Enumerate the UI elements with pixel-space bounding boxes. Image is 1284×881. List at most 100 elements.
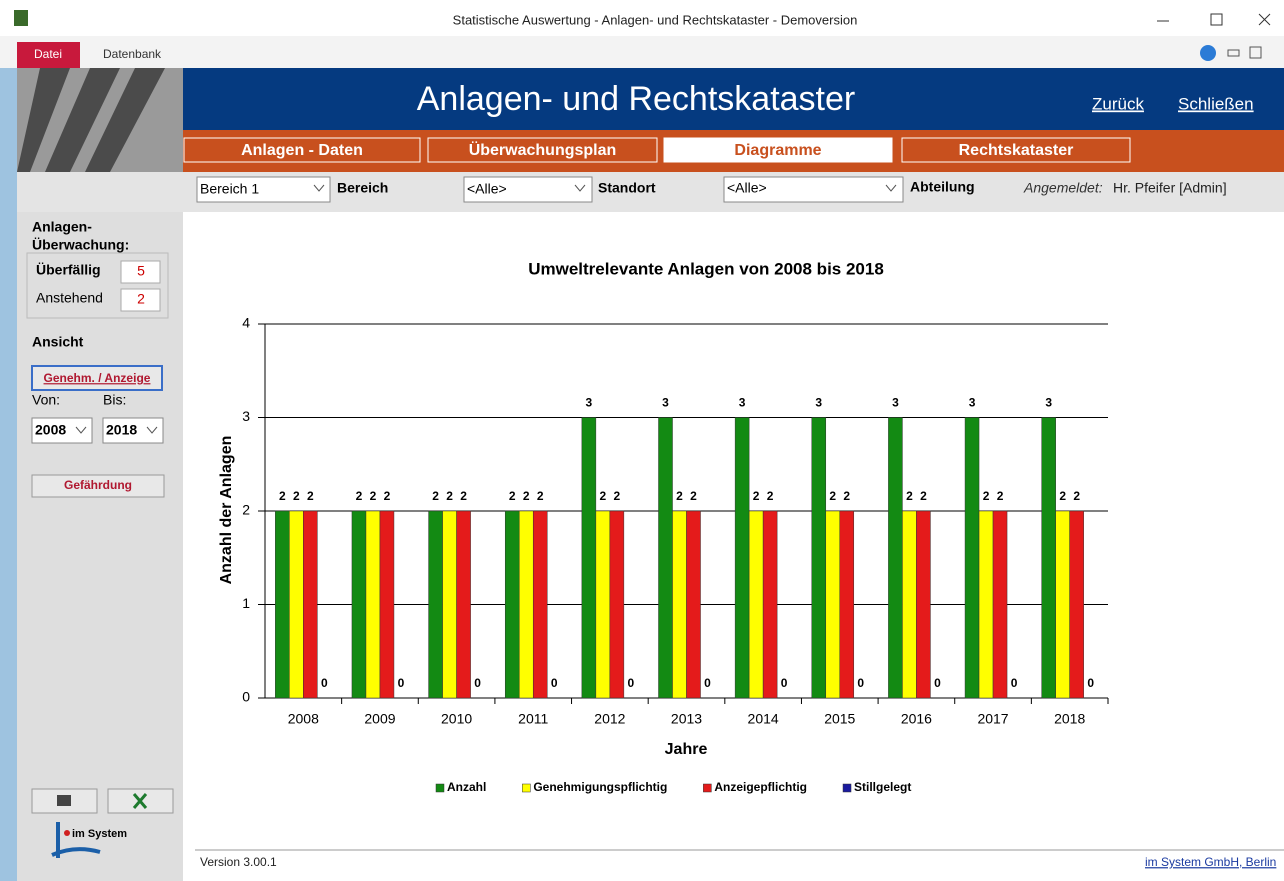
legend-swatch — [843, 784, 851, 792]
bar — [533, 511, 547, 698]
bar — [659, 418, 673, 699]
data-label: 3 — [969, 396, 976, 410]
data-label: 0 — [704, 676, 711, 690]
data-label: 2 — [523, 489, 530, 503]
bar — [840, 511, 854, 698]
chart-title: Umweltrelevante Anlagen von 2008 bis 201… — [528, 259, 884, 278]
x-tick-label: 2016 — [901, 711, 932, 727]
tab-label[interactable]: Datei — [34, 47, 62, 61]
data-label: 2 — [843, 489, 850, 503]
group-title: Anlagen- — [32, 219, 92, 235]
view-button-label[interactable]: Genehm. / Anzeige — [44, 371, 151, 385]
data-label: 2 — [614, 489, 621, 503]
app-window: Statistische Auswertung - Anlagen- und R… — [0, 0, 1284, 881]
data-label: 0 — [398, 676, 405, 690]
y-tick-label: 4 — [242, 315, 250, 331]
nav-buttons: Anlagen - Daten Überwachungsplan Diagramme… — [184, 138, 1130, 162]
data-label: 0 — [551, 676, 558, 690]
nav-button-label[interactable]: Rechtskataster — [959, 142, 1074, 159]
x-tick-label: 2014 — [748, 711, 779, 727]
select-value[interactable]: <Alle> — [467, 181, 507, 197]
pending-label: Anstehend — [36, 290, 103, 306]
data-label: 0 — [321, 676, 328, 690]
data-label: 2 — [600, 489, 607, 503]
select-value[interactable]: <Alle> — [727, 180, 767, 196]
bar — [812, 418, 826, 699]
bar — [352, 511, 366, 698]
bar — [1042, 418, 1056, 699]
sidebar — [17, 212, 183, 881]
print-icon[interactable] — [57, 795, 71, 806]
to-label: Bis: — [103, 392, 126, 408]
x-axis-label: Jahre — [665, 741, 708, 758]
bar — [1070, 511, 1084, 698]
y-tick-label: 1 — [242, 595, 250, 611]
window-title: Statistische Auswertung - Anlagen- und R… — [453, 12, 858, 27]
login-user: Hr. Pfeifer [Admin] — [1113, 180, 1227, 196]
x-tick-label: 2011 — [518, 711, 548, 727]
legend-label: Anzahl — [447, 780, 486, 794]
left-edge — [0, 36, 17, 881]
nav-button-label[interactable]: Überwachungsplan — [469, 140, 617, 159]
data-label: 3 — [1045, 396, 1052, 410]
group-title: Überwachung: — [32, 237, 129, 253]
bar — [993, 511, 1007, 698]
login-label: Angemeldet: — [1023, 180, 1103, 196]
data-label: 2 — [983, 489, 990, 503]
bar — [303, 511, 317, 698]
bar — [275, 511, 289, 698]
close-link[interactable]: Schließen — [1178, 94, 1254, 113]
x-tick-label: 2009 — [364, 711, 395, 727]
data-label: 2 — [767, 489, 774, 503]
data-label: 0 — [628, 676, 635, 690]
hazard-button-label[interactable]: Gefährdung — [64, 478, 132, 492]
bar — [596, 511, 610, 698]
back-link[interactable]: Zurück — [1092, 94, 1144, 113]
bar — [429, 511, 443, 698]
data-label: 2 — [920, 489, 927, 503]
legend-label: Genehmigungspflichtig — [533, 780, 667, 794]
data-label: 2 — [676, 489, 683, 503]
help-icon[interactable] — [1200, 45, 1216, 61]
data-label: 0 — [781, 676, 788, 690]
data-label: 3 — [586, 396, 593, 410]
select-value[interactable]: 2018 — [106, 422, 137, 438]
bar — [610, 511, 624, 698]
nav-button-label[interactable]: Anlagen - Daten — [241, 142, 363, 159]
overdue-count: 5 — [137, 263, 145, 279]
bar — [979, 511, 993, 698]
select-value[interactable]: Bereich 1 — [200, 181, 259, 197]
x-tick-label: 2015 — [824, 711, 855, 727]
bar — [749, 511, 763, 698]
bar — [457, 511, 471, 698]
tab-label[interactable]: Datenbank — [103, 47, 162, 61]
app-icon — [14, 10, 28, 26]
legend-label: Anzeigepflichtig — [714, 780, 807, 794]
nav-button-label[interactable]: Diagramme — [734, 142, 821, 159]
bar — [519, 511, 533, 698]
data-label: 0 — [934, 676, 941, 690]
bar — [826, 511, 840, 698]
ribbon — [0, 36, 1284, 68]
bar — [289, 511, 303, 698]
legend-swatch — [522, 784, 530, 792]
app-title: Anlagen- und Rechtskataster — [417, 80, 855, 118]
company-link[interactable]: im System GmbH, Berlin — [1145, 855, 1276, 869]
data-label: 2 — [432, 489, 439, 503]
bar — [763, 511, 777, 698]
bar — [366, 511, 380, 698]
data-label: 2 — [370, 489, 377, 503]
select-value[interactable]: 2008 — [35, 422, 66, 438]
data-label: 2 — [460, 489, 467, 503]
bar — [735, 418, 749, 699]
x-tick-label: 2008 — [288, 711, 319, 727]
y-tick-label: 2 — [242, 502, 250, 518]
data-label: 3 — [815, 396, 822, 410]
legend-swatch — [436, 784, 444, 792]
data-label: 3 — [739, 396, 746, 410]
pending-count: 2 — [137, 291, 145, 307]
x-tick-label: 2017 — [977, 711, 1008, 727]
data-label: 2 — [537, 489, 544, 503]
from-label: Von: — [32, 392, 60, 408]
bar — [916, 511, 930, 698]
